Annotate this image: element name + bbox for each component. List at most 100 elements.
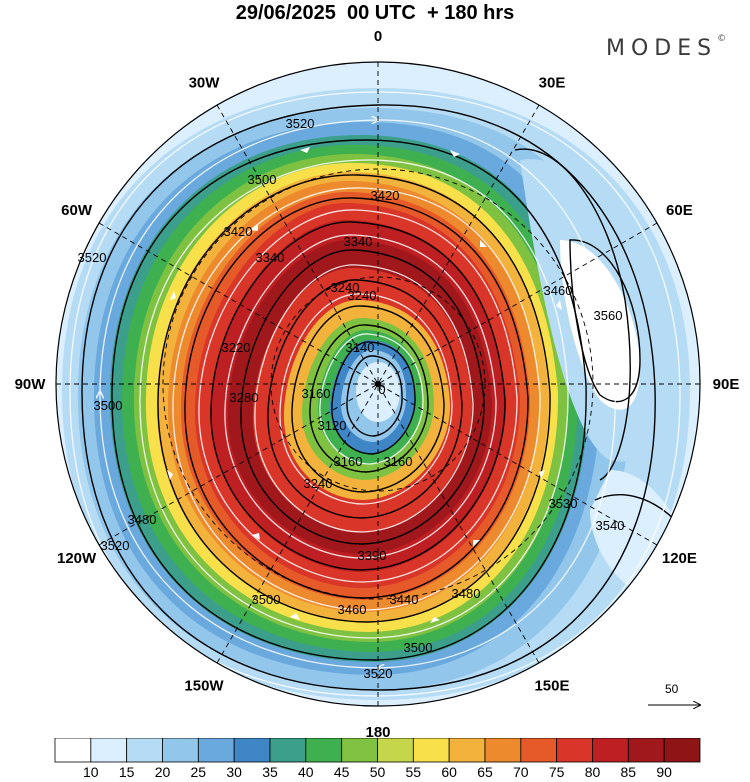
streamline-2: [139, 159, 569, 639]
wind-arrow: [539, 470, 545, 479]
colorbar-tick-label: 75: [548, 764, 565, 780]
contour-label: 3420: [371, 188, 400, 203]
colorbar-swatch: [197, 738, 235, 763]
longitude-label: 60W: [61, 202, 93, 219]
colorbar-tick-label: 80: [584, 764, 601, 780]
colorbar-tick-label: 20: [154, 764, 171, 780]
colorbar-swatch: [305, 738, 343, 763]
chart-title: 29/06/2025 00 UTC + 180 hrs: [235, 2, 515, 24]
colorbar-tick-label: 25: [190, 764, 207, 780]
contour-label: 3420: [224, 224, 253, 239]
streamline-3: [172, 187, 541, 611]
colorbar-tick-label: 30: [226, 764, 242, 780]
wind-arrows: [167, 147, 562, 623]
colorbar-tick-label: 85: [620, 764, 637, 780]
wind-arrow: [250, 224, 258, 231]
wind-arrow: [300, 147, 310, 153]
contour-label: 3480: [452, 586, 481, 601]
wind-arrow: [450, 150, 460, 157]
colorbar-tick-label: 10: [83, 764, 99, 780]
longitude-label: 90E: [713, 376, 740, 393]
contour-label: 3240: [304, 476, 333, 491]
contour-label: 0: [378, 382, 385, 397]
reference-vector-label: 50: [665, 682, 679, 696]
wind-arrow: [480, 240, 487, 247]
logo-text: MODES: [606, 36, 718, 61]
longitude-labels: 0 30E 60E 90E 120E 150E 180 150W 120W 90W 60W 30W: [15, 28, 740, 741]
colorbar-swatch: [663, 738, 701, 763]
wind-arrow: [290, 613, 300, 620]
colorbar-swatch: [90, 738, 128, 763]
contour-label: 3500: [252, 592, 281, 607]
copyright-mark: ©: [717, 34, 727, 44]
longitude-label: 90W: [15, 376, 47, 393]
colorbar-swatch: [627, 738, 665, 763]
colorbar-swatch: [377, 738, 414, 763]
colorbar-tick-label: 45: [333, 764, 350, 780]
colorbar-swatch: [54, 738, 92, 763]
streamline-4: [198, 209, 518, 583]
longitude-label: 60E: [666, 202, 693, 219]
colorbar-tick-label: 15: [118, 764, 135, 780]
contour-label: 3520: [364, 666, 393, 681]
colorbar-swatch: [233, 738, 271, 763]
contour-label: 3500: [404, 640, 433, 655]
east-calm-band-10: [560, 240, 641, 410]
contour-label: 3220: [222, 340, 251, 355]
longitude-label: 150E: [534, 677, 569, 694]
contour-label: 3520: [101, 538, 130, 553]
streamline-8: [319, 333, 424, 465]
colorbar-swatch: [592, 738, 629, 763]
parallel-inner: [270, 276, 486, 492]
contour-label: 3340: [256, 250, 285, 265]
colorbar-tick-label: 40: [298, 764, 314, 780]
contour-label: 3500: [94, 398, 123, 413]
modes-logo: MODES©: [606, 34, 726, 61]
colorbar-swatch: [484, 738, 522, 763]
contour-label: 3480: [128, 512, 157, 527]
contour-label: 3140: [346, 340, 375, 355]
colorbar-swatch: [269, 738, 307, 763]
contour-label: 3460: [338, 602, 367, 617]
contour-label: 3530: [549, 496, 578, 511]
contour-label: 3440: [390, 592, 419, 607]
pole-marker: [375, 381, 381, 387]
streamline-5: [224, 234, 497, 559]
colorbar-tick-label: 60: [441, 764, 457, 780]
wind-arrow: [170, 291, 176, 300]
contour-label: 3500: [248, 172, 277, 187]
colorbar-swatch: [412, 738, 450, 763]
streamline-7: [279, 293, 453, 505]
wind-arrow: [167, 470, 173, 480]
contour-label: 3540: [596, 518, 625, 533]
colorbar-swatch: [520, 738, 558, 763]
longitude-label: 0: [374, 28, 382, 45]
longitude-label: 180: [365, 724, 390, 741]
map-boundary: [55, 61, 701, 707]
graticule: [56, 62, 700, 706]
parallel-middle: [162, 168, 594, 600]
longitude-label: 150W: [184, 677, 224, 694]
contour-3560: [569, 239, 641, 403]
colorbar-swatch: [448, 738, 486, 763]
contour-label: 3240: [348, 288, 377, 303]
longitude-label: 30W: [189, 75, 221, 92]
contour-label: 3240: [331, 280, 360, 295]
contour-label: 3160: [302, 386, 331, 401]
contour-label: 3120: [318, 418, 347, 433]
contour-label: 3280: [230, 390, 259, 405]
colorbar-swatch: [341, 738, 378, 763]
wind-arrow: [430, 617, 440, 623]
colorbar-tick-label: 55: [405, 764, 422, 780]
contour-label: 3160: [334, 454, 363, 469]
colorbar-tick-label: 90: [656, 764, 672, 780]
colorbar-tick-label: 50: [369, 764, 386, 780]
colorbar-tick-label: 35: [262, 764, 278, 780]
colorbar-tick-label: 65: [477, 764, 493, 780]
contour-label: 3560: [594, 308, 623, 323]
contour-label: 3520: [78, 250, 107, 265]
colorbar-swatch: [556, 738, 593, 763]
colorbar-tick-label: 70: [513, 764, 529, 780]
contour-label: 3460: [544, 283, 573, 298]
